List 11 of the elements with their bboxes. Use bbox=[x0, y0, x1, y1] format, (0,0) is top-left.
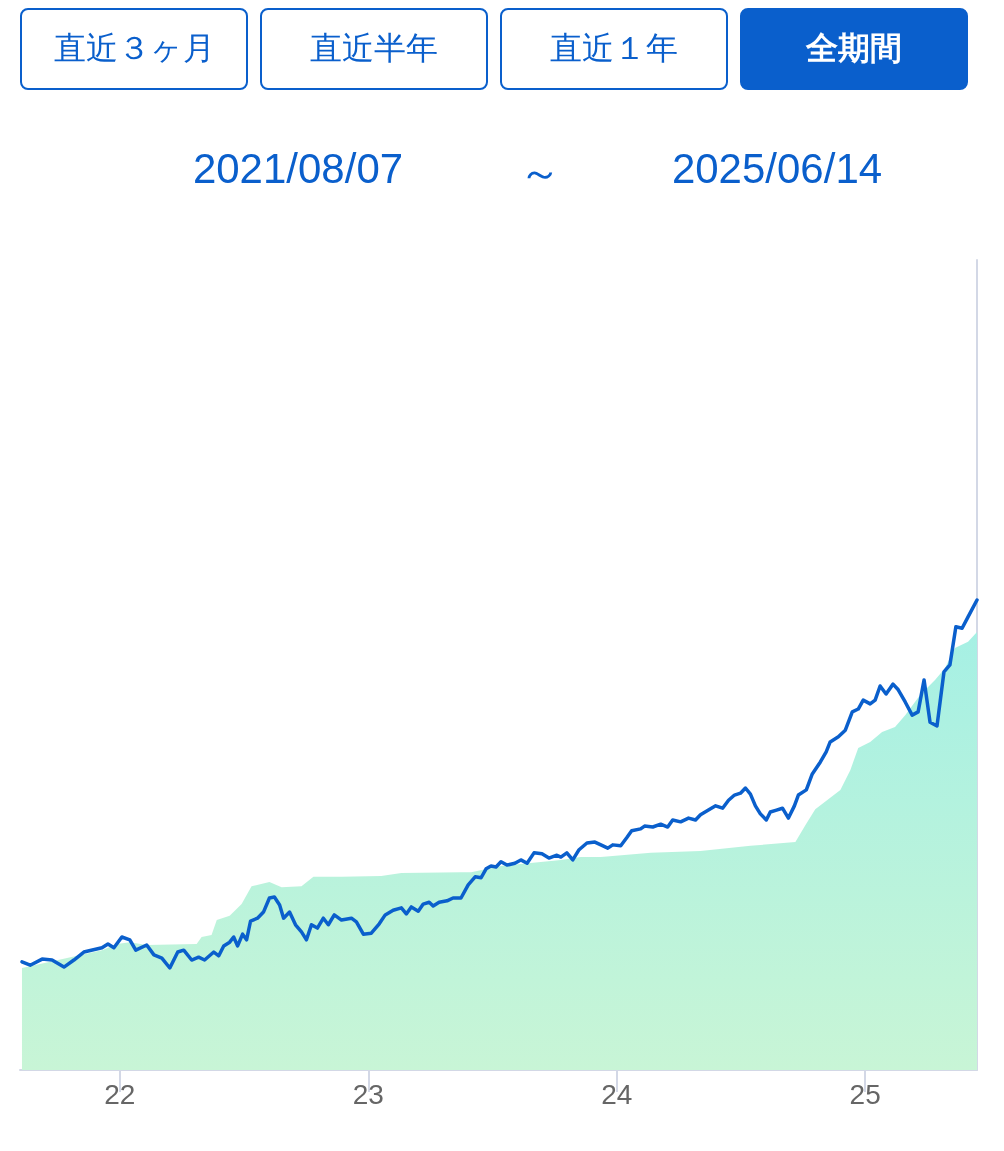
x-tick-label: 24 bbox=[601, 1078, 633, 1110]
text: 2021/08/07 bbox=[192, 145, 404, 193]
period-button: 直近３ヶ月 bbox=[20, 8, 248, 90]
period-button: 直近１年 bbox=[500, 8, 728, 90]
x-tick-label: 22 bbox=[104, 1078, 136, 1110]
x-tick-label: 25 bbox=[849, 1078, 881, 1110]
text: 2025/06/14 bbox=[671, 145, 883, 193]
text: ～ bbox=[519, 148, 561, 198]
period-button: 全期間 bbox=[740, 8, 968, 90]
period-button: 直近半年 bbox=[260, 8, 488, 90]
x-tick-label: 23 bbox=[352, 1078, 384, 1110]
